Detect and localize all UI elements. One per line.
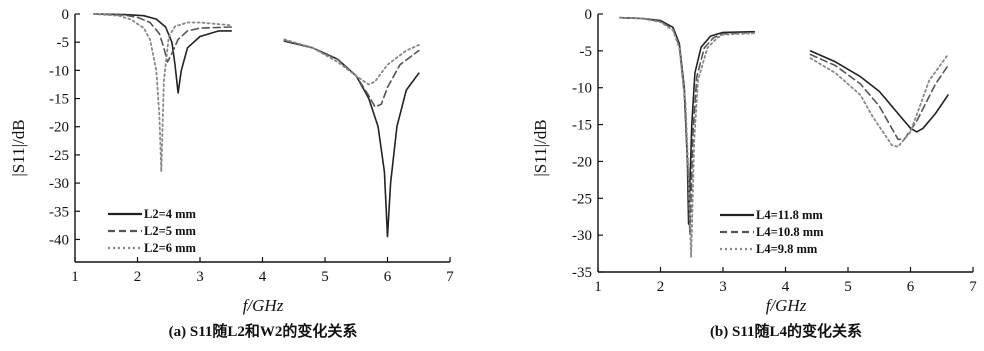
panel-a-legend-label-1: L2=4 mm: [144, 207, 196, 221]
panel-a-y-tick-label: -25: [49, 148, 69, 164]
panel-a-y-tick-label: 0: [62, 7, 70, 23]
panel-a-y-tick-label: -35: [49, 204, 69, 220]
panel-a-x-tick-label: 1: [71, 269, 79, 285]
panel-a-x-tick-label: 7: [446, 269, 454, 285]
panel-b-legend-label-3: L4=9.8 mm: [756, 242, 818, 256]
panel-b-series-3-line: [809, 53, 949, 148]
panel-b-caption: (b) S11随L4的变化关系: [710, 322, 862, 340]
panel-a-y-tick-label: -5: [57, 35, 70, 51]
panel-b-legend-label-2: L4=10.8 mm: [756, 225, 824, 239]
panel-b-y-tick-label: -25: [572, 191, 592, 207]
panel-b-series-1-line: [619, 16, 756, 225]
panel-a-legend-label-2: L2=5 mm: [144, 224, 196, 238]
panel-a-ylabel: |S11|/dB: [9, 119, 28, 176]
panel-b-x-tick-label: 5: [844, 279, 852, 295]
panel-b-series-2-line: [809, 53, 949, 141]
panel-a-xlabel: f/GHz: [243, 296, 284, 315]
panel-a-series-2-line: [93, 13, 233, 63]
panel-a-series-3-line: [283, 38, 420, 86]
panel-b-series-3-line: [619, 16, 756, 259]
panel-a-x-tick-label: 5: [321, 269, 329, 285]
panel-a-x-tick-label: 4: [259, 269, 267, 285]
panel-a-x-tick-label: 6: [384, 269, 392, 285]
panel-a-y-tick-label: -10: [49, 63, 69, 79]
panel-b-y-tick-label: -20: [572, 154, 592, 170]
panel-a-y-tick-label: -20: [49, 120, 69, 136]
panel-b-x-tick-label: 3: [719, 279, 727, 295]
panel-b-y-tick-label: -10: [572, 81, 592, 97]
panel-a-x-tick-label: 3: [196, 269, 204, 285]
panel-b-x-tick-label: 4: [782, 279, 790, 295]
panel-b-y-tick-label: -30: [572, 228, 592, 244]
panel-b-x-tick-label: 6: [907, 279, 915, 295]
panel-a-series-1-line: [93, 13, 233, 94]
panel-a-series-3-line: [92, 13, 233, 173]
panel-b-series-1-line: [809, 50, 949, 133]
panel-a-x-tick-label: 2: [134, 269, 142, 285]
panel-b-y-tick-label: 0: [585, 7, 593, 23]
panel-b-y-tick-label: -5: [580, 44, 593, 60]
panel-a-y-tick-label: -15: [49, 92, 69, 108]
panel-a-chart: |S11|/dB f/GHz (a) S11随L2和W2的变化关系 1 2 3 4 5 6…: [9, 7, 454, 340]
panel-b-x-tick-label: 2: [657, 279, 665, 295]
panel-a-legend-label-3: L2=6 mm: [144, 241, 196, 255]
panel-a-caption: (a) S11随L2和W2的变化关系: [169, 322, 358, 340]
panel-b-ylabel: |S11|/dB: [531, 119, 550, 176]
panel-b-xlabel: f/GHz: [766, 296, 807, 315]
panel-a-series-2-line: [283, 39, 420, 108]
panel-b-y-tick-label: -35: [572, 265, 592, 281]
panel-b-x-tick-label: 7: [969, 279, 977, 295]
panel-b-legend-label-1: L4=11.8 mm: [756, 208, 823, 222]
panel-a-series-1-line: [283, 40, 420, 238]
panel-b-chart: |S11|/dB f/GHz (b) S11随L4的变化关系 1 2 3 4 5 6 7 0 -…: [531, 7, 977, 340]
panel-b-series-2-line: [619, 16, 756, 236]
panel-a-y-tick-label: -40: [49, 232, 69, 248]
panel-b-x-tick-label: 1: [594, 279, 602, 295]
panel-b-y-tick-label: -15: [572, 118, 592, 134]
panel-a-y-tick-label: -30: [49, 176, 69, 192]
